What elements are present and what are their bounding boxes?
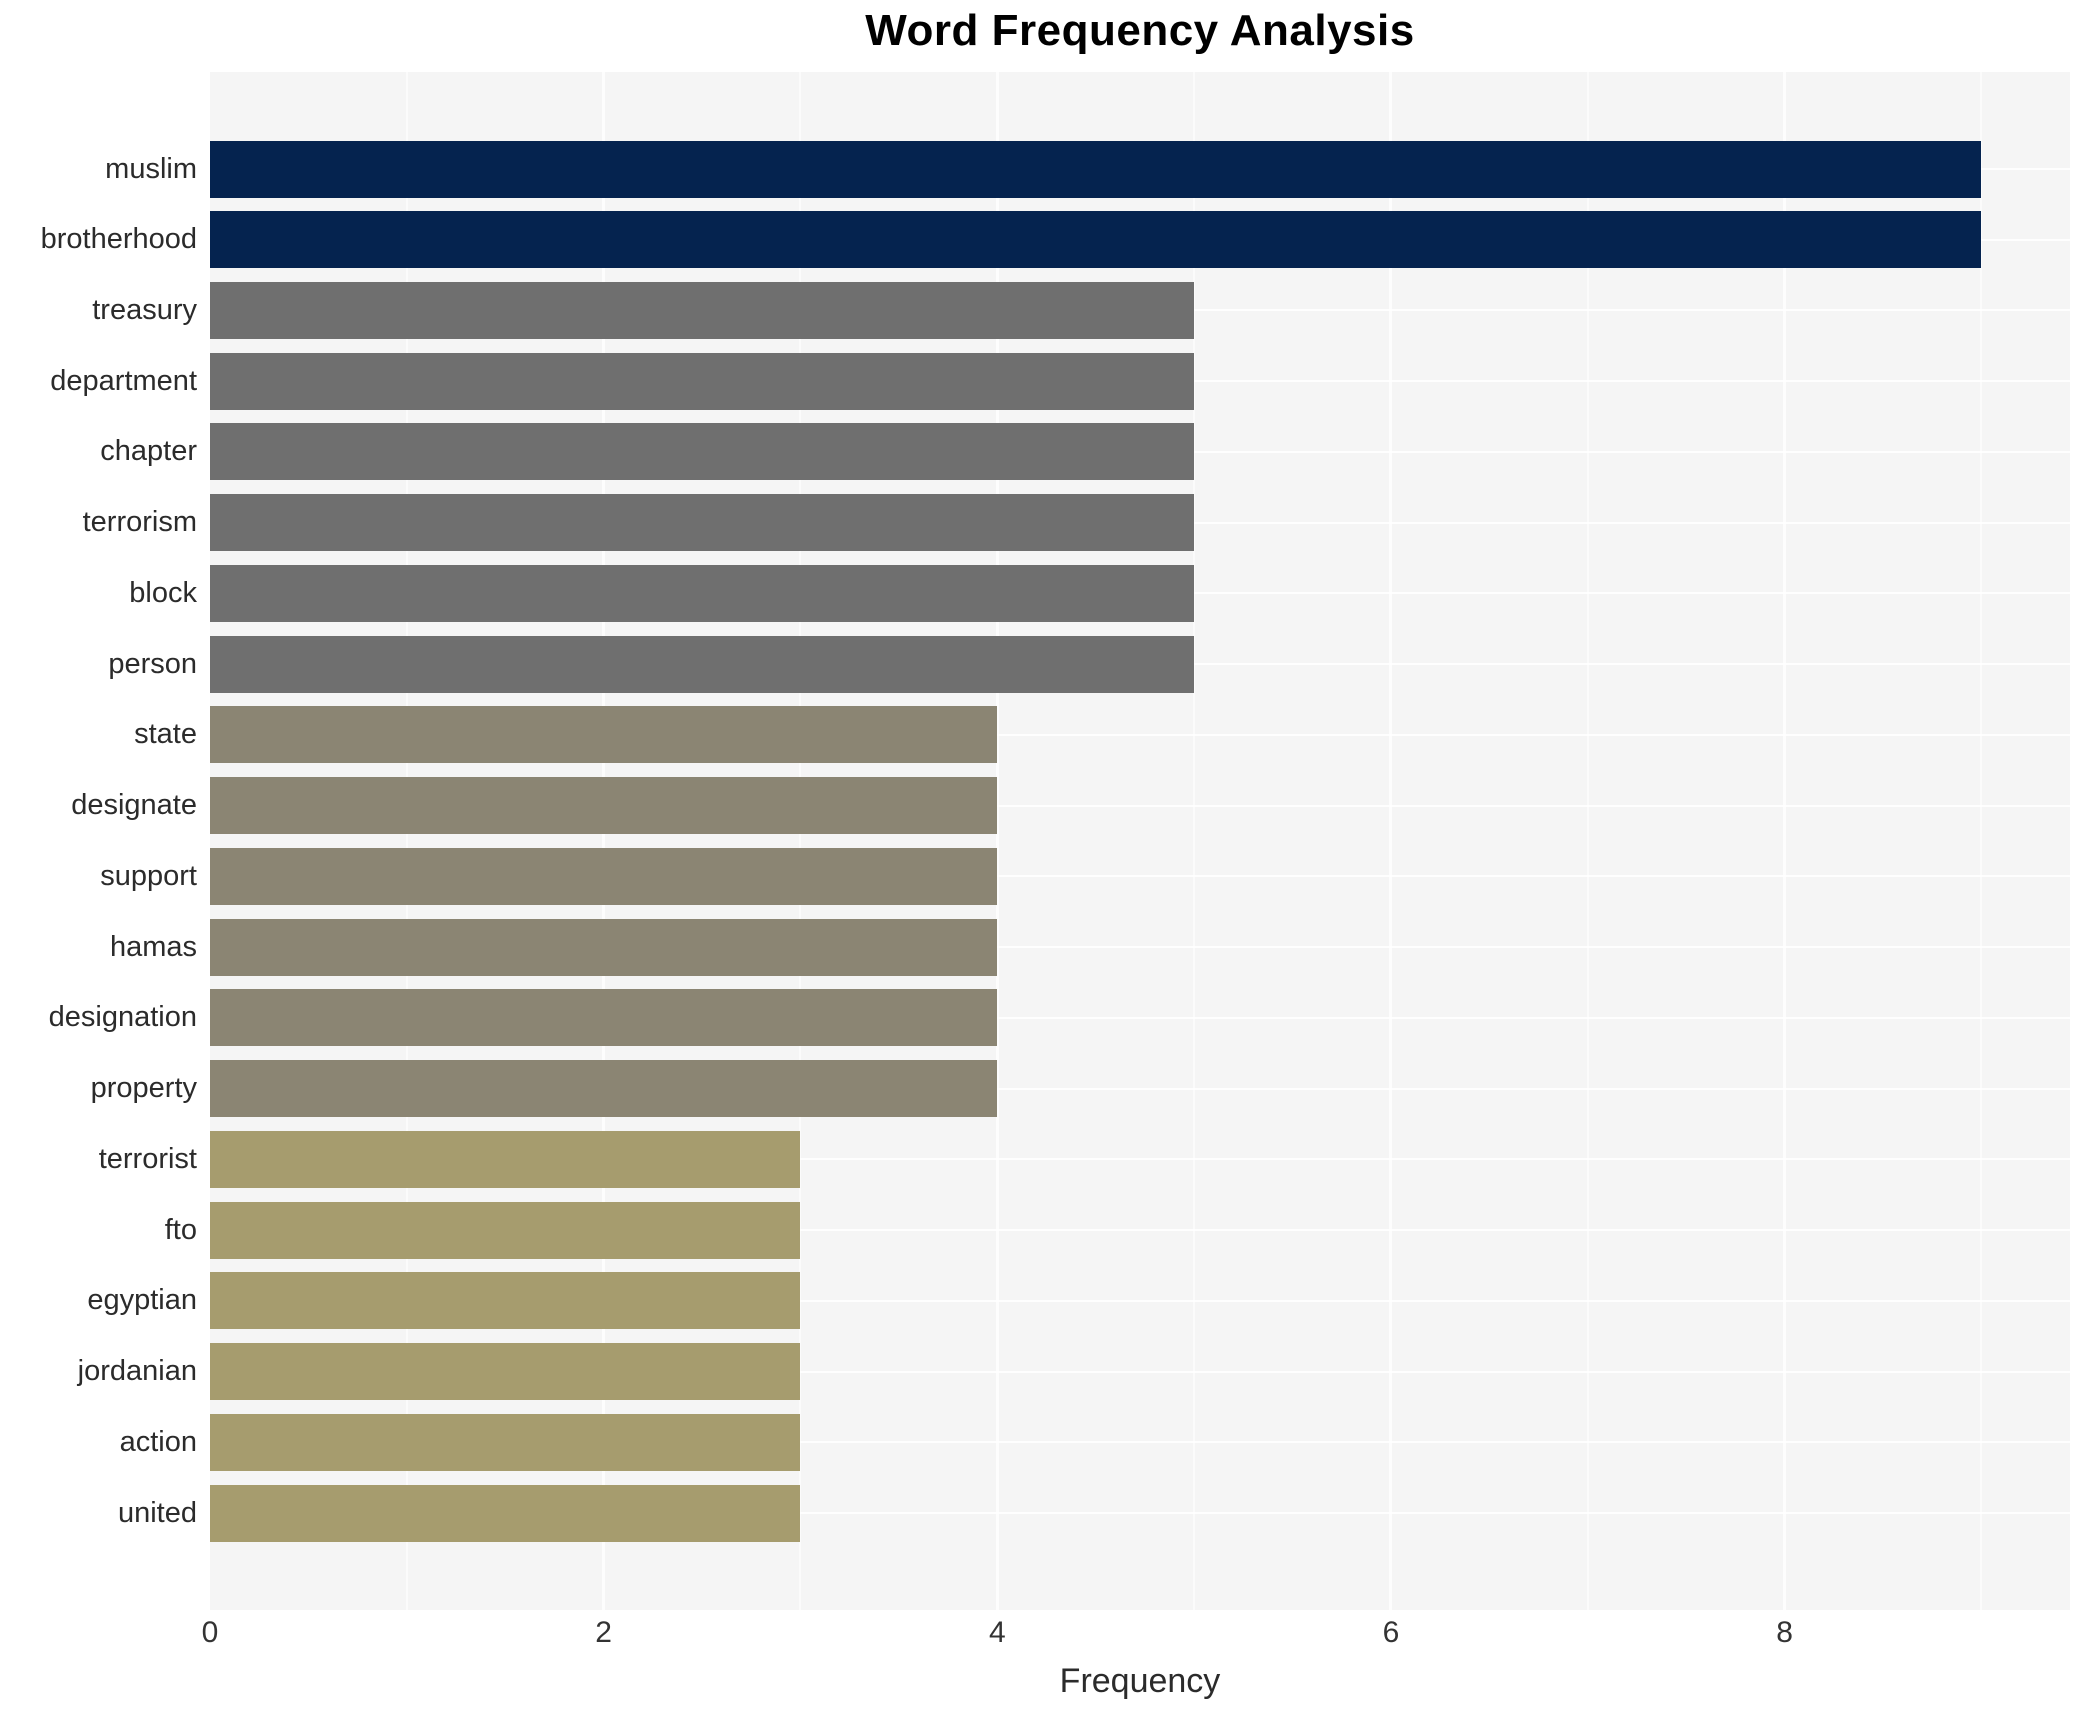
gridline-y-state [210, 733, 2070, 736]
y-axis-label-action: action [119, 1425, 197, 1458]
gridline-y-terrorist [210, 1158, 2070, 1161]
x-axis-title: Frequency [1059, 1662, 1221, 1700]
y-axis-label-united: united [117, 1496, 197, 1529]
y-axis-label-designation: designation [48, 1001, 197, 1034]
y-axis-label-chapter: chapter [100, 435, 197, 468]
bar-person [210, 635, 1195, 693]
bar-block [210, 564, 1195, 622]
gridline-minor-x7 [1586, 72, 1589, 1610]
gridline-x4 [995, 72, 999, 1610]
y-axis-label-egyptian: egyptian [87, 1284, 197, 1317]
bar-support [210, 847, 998, 905]
bar-brotherhood [210, 211, 1982, 269]
y-axis-label-brotherhood: brotherhood [40, 223, 197, 256]
y-axis-label-jordanian: jordanian [77, 1355, 197, 1388]
bar-property [210, 1060, 998, 1118]
x-tick-6: 6 [1382, 1616, 1400, 1649]
y-axis-label-person: person [108, 647, 197, 680]
chart-title: Word Frequency Analysis [865, 6, 1415, 55]
gridline-y-designation [210, 1016, 2070, 1019]
bar-terrorist [210, 1130, 801, 1188]
plot-area [210, 72, 2070, 1610]
y-axis-label-fto: fto [164, 1213, 197, 1246]
bar-designation [210, 989, 998, 1047]
y-axis-label-property: property [90, 1072, 197, 1105]
gridline-x2 [602, 72, 606, 1610]
gridline-minor-x3 [799, 72, 802, 1610]
gridline-y-united [210, 1512, 2070, 1514]
bar-hamas [210, 918, 998, 976]
bar-egyptian [210, 1272, 801, 1330]
gridline-y-jordanian [210, 1370, 2070, 1373]
y-axis-label-muslim: muslim [105, 152, 197, 185]
gridline-y-egyptian [210, 1299, 2070, 1302]
bar-state [210, 706, 998, 764]
bar-action [210, 1413, 801, 1471]
bar-treasury [210, 281, 1195, 339]
bar-designate [210, 777, 998, 835]
gridline-x6 [1389, 72, 1393, 1610]
bar-jordanian [210, 1343, 801, 1401]
gridline-y-hamas [210, 946, 2070, 949]
gridline-y-action [210, 1441, 2070, 1444]
bar-united [210, 1484, 801, 1542]
bar-chapter [210, 423, 1195, 481]
gridline-minor-x5 [1193, 72, 1196, 1610]
x-tick-8: 8 [1776, 1616, 1793, 1649]
gridline-y-property [210, 1087, 2070, 1090]
y-axis-label-state: state [134, 718, 197, 751]
y-axis-label-block: block [129, 576, 197, 609]
y-axis-label-designate: designate [71, 789, 197, 822]
gridline-minor-x1 [405, 72, 408, 1610]
y-axis-label-department: department [50, 364, 197, 397]
bar-fto [210, 1201, 801, 1259]
y-axis-label-terrorist: terrorist [98, 1142, 197, 1175]
gridline-minor-x9 [1980, 72, 1983, 1610]
y-axis-label-hamas: hamas [109, 930, 197, 963]
bar-terrorism [210, 494, 1195, 552]
bar-muslim [210, 140, 1982, 198]
gridline-y-fto [210, 1229, 2070, 1232]
gridline-x8 [1783, 72, 1787, 1610]
y-axis-label-treasury: treasury [92, 293, 197, 326]
x-tick-4: 4 [988, 1616, 1006, 1649]
x-tick-0: 0 [201, 1616, 219, 1649]
y-axis-label-support: support [100, 859, 197, 892]
gridline-y-designate [210, 804, 2070, 807]
gridline-y-support [210, 875, 2070, 878]
x-tick-2: 2 [595, 1616, 612, 1649]
y-axis-label-terrorism: terrorism [82, 506, 197, 539]
bar-department [210, 352, 1195, 410]
